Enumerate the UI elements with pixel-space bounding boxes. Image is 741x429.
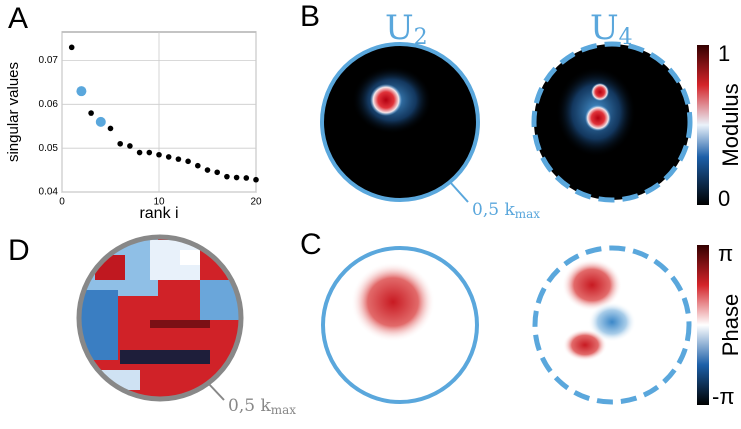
- point: [95, 116, 106, 127]
- mode-main: U: [385, 8, 414, 48]
- point: [165, 154, 172, 160]
- pointer: [449, 181, 469, 203]
- y-tick-label: 0.04: [39, 187, 59, 198]
- pointer: [207, 382, 225, 401]
- point: [233, 174, 240, 181]
- panel-label: B: [300, 0, 320, 33]
- point: [253, 176, 259, 183]
- blob: [370, 84, 402, 116]
- point: [76, 86, 87, 97]
- blob: [585, 105, 611, 131]
- x-axis-label: rank i: [139, 205, 178, 222]
- point: [88, 110, 94, 116]
- blob: [563, 329, 607, 361]
- y-tick-label: 0.06: [39, 99, 59, 110]
- colorbar-label: π: [718, 241, 733, 266]
- y-tick-label: 0.05: [39, 143, 59, 154]
- radius-label: 0,5 kmax: [228, 396, 296, 417]
- point: [185, 158, 191, 165]
- point: [224, 173, 230, 180]
- colorbar-label: 0: [718, 186, 730, 211]
- point: [204, 167, 211, 173]
- blob: [591, 83, 609, 101]
- panel-label: C: [300, 228, 322, 261]
- colorbar-label: -π: [712, 384, 735, 409]
- point: [243, 175, 250, 181]
- scatter-plot: singular values rank i 0.04 0.05 0.06 0.07 0…: [5, 31, 262, 222]
- y-tick-label: 0.07: [39, 55, 59, 66]
- point: [156, 151, 162, 158]
- radius-main: 0,5 k: [472, 200, 515, 220]
- point: [136, 149, 143, 156]
- point: [127, 143, 133, 149]
- x-tick-label: 0: [59, 197, 65, 208]
- point: [175, 156, 182, 162]
- point: [214, 169, 220, 176]
- point: [195, 162, 201, 169]
- blob: [351, 262, 435, 342]
- colorbar-title: Modulus: [718, 83, 741, 166]
- point: [68, 44, 75, 51]
- radius-label: 0,5 kmax: [472, 200, 540, 221]
- radius-sub: max: [271, 403, 297, 417]
- mode-sub: 4: [619, 25, 633, 50]
- blob: [588, 302, 636, 342]
- colorbar-title: Phase: [718, 294, 741, 356]
- colorbar-label: 1: [718, 41, 730, 66]
- mode-sub: 2: [414, 25, 428, 50]
- colorbar: [697, 245, 709, 405]
- panel-label: D: [8, 234, 30, 267]
- point: [146, 149, 153, 156]
- radius-main: 0,5 k: [228, 396, 271, 416]
- mode-main: U: [590, 8, 619, 48]
- x-tick-label: 10: [153, 197, 165, 208]
- mode-label: U4: [590, 8, 633, 50]
- point: [107, 125, 114, 132]
- mode-label: U2: [385, 8, 428, 50]
- radius-sub: max: [515, 207, 541, 221]
- y-axis-label: singular values: [5, 62, 22, 162]
- blob: [562, 259, 622, 311]
- colorbar: [697, 45, 709, 205]
- panel-label: A: [8, 2, 28, 35]
- x-tick-label: 20: [250, 197, 262, 208]
- aperture: [76, 234, 244, 402]
- point: [117, 140, 123, 147]
